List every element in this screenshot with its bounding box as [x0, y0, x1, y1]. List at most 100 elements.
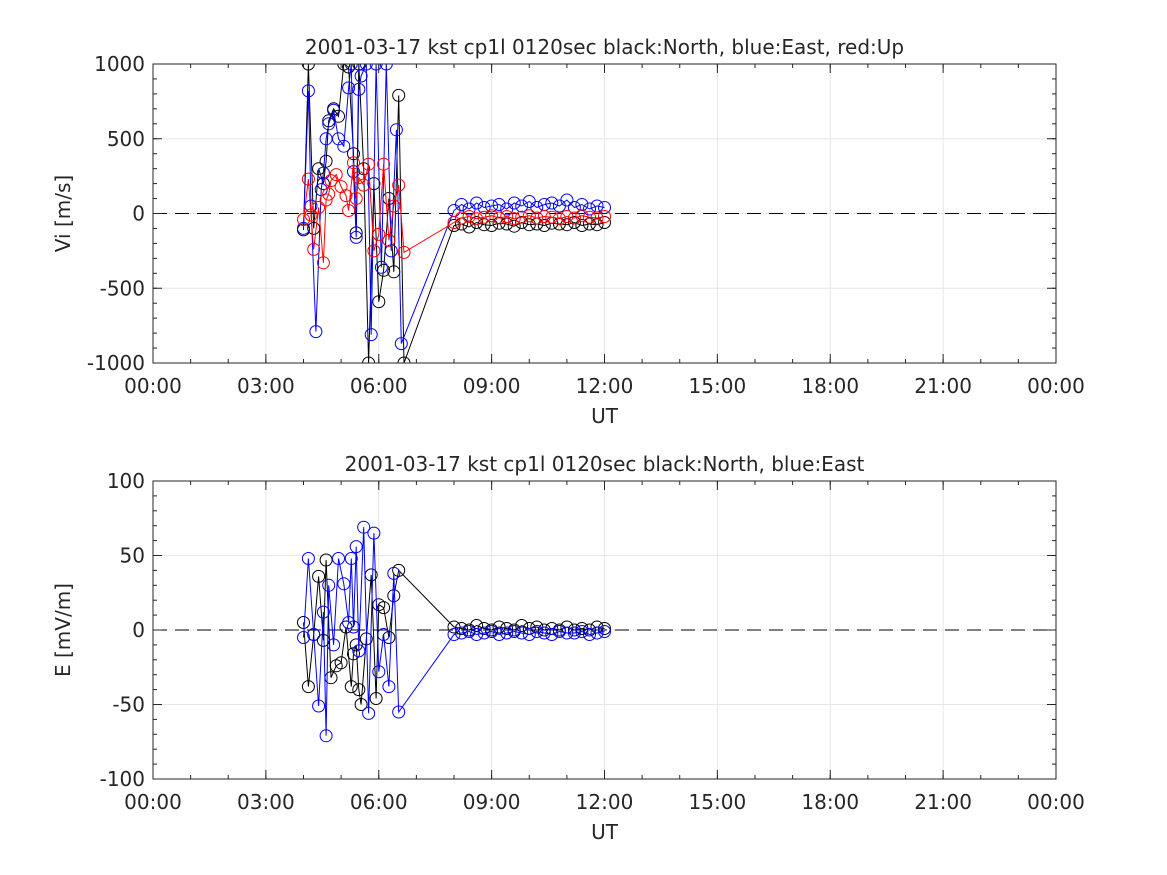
electric-field-data-point: [307, 628, 321, 641]
electric-field-data-point: [349, 540, 363, 554]
electric-field-data-point: [367, 526, 381, 540]
velocity-data-point: [342, 64, 356, 74]
electric-field-data-point: [530, 625, 544, 638]
velocity-data-point: [530, 201, 544, 214]
velocity-data-point: [598, 201, 611, 214]
velocity-data-point: [357, 178, 371, 192]
electric-field-data-point: [575, 625, 589, 638]
velocity-y-tick-label: 0: [132, 202, 145, 226]
electric-field-data-point: [332, 552, 345, 565]
velocity-data-point: [314, 183, 328, 197]
electric-field-data-point: [312, 699, 326, 713]
electric-field-data-point: [354, 698, 368, 711]
velocity-data-point: [485, 219, 499, 232]
velocity-data-point: [477, 201, 491, 214]
velocity-data-point: [545, 210, 559, 224]
velocity-y-tick-label: 1000: [94, 52, 145, 76]
electric-field-data-point: [590, 626, 604, 640]
electric-field-data-point: [598, 625, 611, 638]
velocity-data-point: [447, 216, 461, 229]
velocity-data-point: [364, 328, 378, 342]
velocity-x-tick-label: 00:00: [1027, 374, 1085, 398]
velocity-series-line: [303, 162, 605, 263]
electric-field-data-point: [362, 706, 376, 720]
velocity-data-point: [394, 337, 408, 351]
electric-field-data-point: [545, 628, 559, 641]
electric-field-x-tick-label: 18:00: [801, 790, 859, 814]
electric-field-y-tick-label: 0: [132, 618, 145, 642]
velocity-data-point: [322, 117, 336, 131]
velocity-data-point: [492, 198, 506, 211]
electric-field-x-axis-label: UT: [591, 820, 619, 844]
velocity-data-point: [389, 123, 403, 137]
electric-field-x-tick-label: 06:00: [350, 790, 408, 814]
velocity-data-point: [316, 166, 330, 180]
electric-field-data-point: [537, 623, 551, 637]
electric-field-data-point: [344, 680, 358, 694]
electric-field-x-tick-label: 15:00: [689, 790, 747, 814]
velocity-data-point: [560, 210, 574, 223]
electric-field-data-point: [462, 625, 476, 638]
velocity-x-tick-label: 18:00: [801, 374, 859, 398]
velocity-data-point: [319, 193, 333, 207]
velocity-data-point: [462, 220, 476, 234]
electric-field-x-tick-label: 00:00: [1027, 790, 1085, 814]
velocity-data-point: [455, 211, 468, 225]
velocity-data-point: [537, 219, 551, 232]
velocity-data-point: [500, 210, 514, 223]
velocity-data-point: [455, 198, 468, 211]
velocity-data-point: [492, 216, 506, 230]
electric-field-data-point: [392, 705, 406, 719]
velocity-data-point: [470, 196, 484, 210]
velocity-data-point: [515, 216, 529, 229]
velocity-data-point: [316, 256, 330, 270]
velocity-y-tick-label: -500: [100, 276, 145, 300]
electric-field-data-point: [344, 552, 358, 565]
electric-field-data-point: [447, 628, 461, 641]
velocity-x-tick-label: 15:00: [689, 374, 747, 398]
electric-field-data-point: [337, 577, 351, 591]
velocity-series-1: [297, 64, 611, 351]
velocity-data-point: [392, 178, 406, 192]
velocity-x-tick-label: 06:00: [350, 374, 408, 398]
velocity-data-point: [377, 157, 391, 171]
electric-field-data-point: [349, 638, 363, 652]
velocity-axes: 00:00 03:00 06:00 09:00 12:00 15:00 18:00 21:00…: [87, 52, 1085, 398]
electric-field-data-point: [322, 578, 336, 592]
velocity-data-point: [307, 242, 321, 256]
electric-field-data-point: [352, 644, 366, 658]
velocity-data-point: [367, 244, 381, 258]
velocity-data-point: [342, 81, 356, 95]
electric-field-data-point: [455, 626, 468, 640]
velocity-data-point: [379, 64, 393, 71]
electric-field-data-point: [522, 628, 536, 641]
electric-field-data-point: [598, 622, 611, 635]
electric-field-data-point: [352, 683, 366, 697]
electric-field-data-point: [347, 620, 360, 634]
velocity-panel: 00:00 03:00 06:00 09:00 12:00 15:00 18:00 21:00…: [51, 35, 1085, 428]
velocity-x-tick-label: 00:00: [124, 374, 182, 398]
velocity-data-point: [598, 210, 611, 223]
velocity-data-point: [507, 219, 521, 233]
velocity-data-point: [352, 171, 366, 185]
electric-field-data-point: [567, 623, 581, 637]
velocity-data-point: [322, 187, 336, 201]
electric-field-axes: 00:00 03:00 06:00 09:00 12:00 15:00 18:00 21:00…: [100, 469, 1085, 814]
velocity-data-point: [515, 199, 529, 213]
electric-field-data-point: [470, 628, 484, 641]
velocity-series-2: [297, 156, 611, 270]
velocity-data-point: [397, 356, 411, 363]
electric-field-x-tick-label: 12:00: [576, 790, 634, 814]
velocity-data-point: [485, 199, 499, 213]
velocity-x-tick-label: 03:00: [237, 374, 295, 398]
velocity-data-point: [316, 177, 330, 191]
velocity-data-point: [522, 209, 536, 223]
electric-field-data-point: [387, 589, 401, 603]
velocity-y-tick-label: 500: [107, 127, 145, 151]
velocity-data-point: [332, 132, 345, 146]
velocity-data-point: [349, 230, 363, 244]
velocity-data-point: [575, 209, 589, 223]
velocity-data-point: [397, 245, 411, 259]
electric-field-data-point: [319, 729, 333, 743]
electric-field-data-point: [301, 680, 315, 694]
